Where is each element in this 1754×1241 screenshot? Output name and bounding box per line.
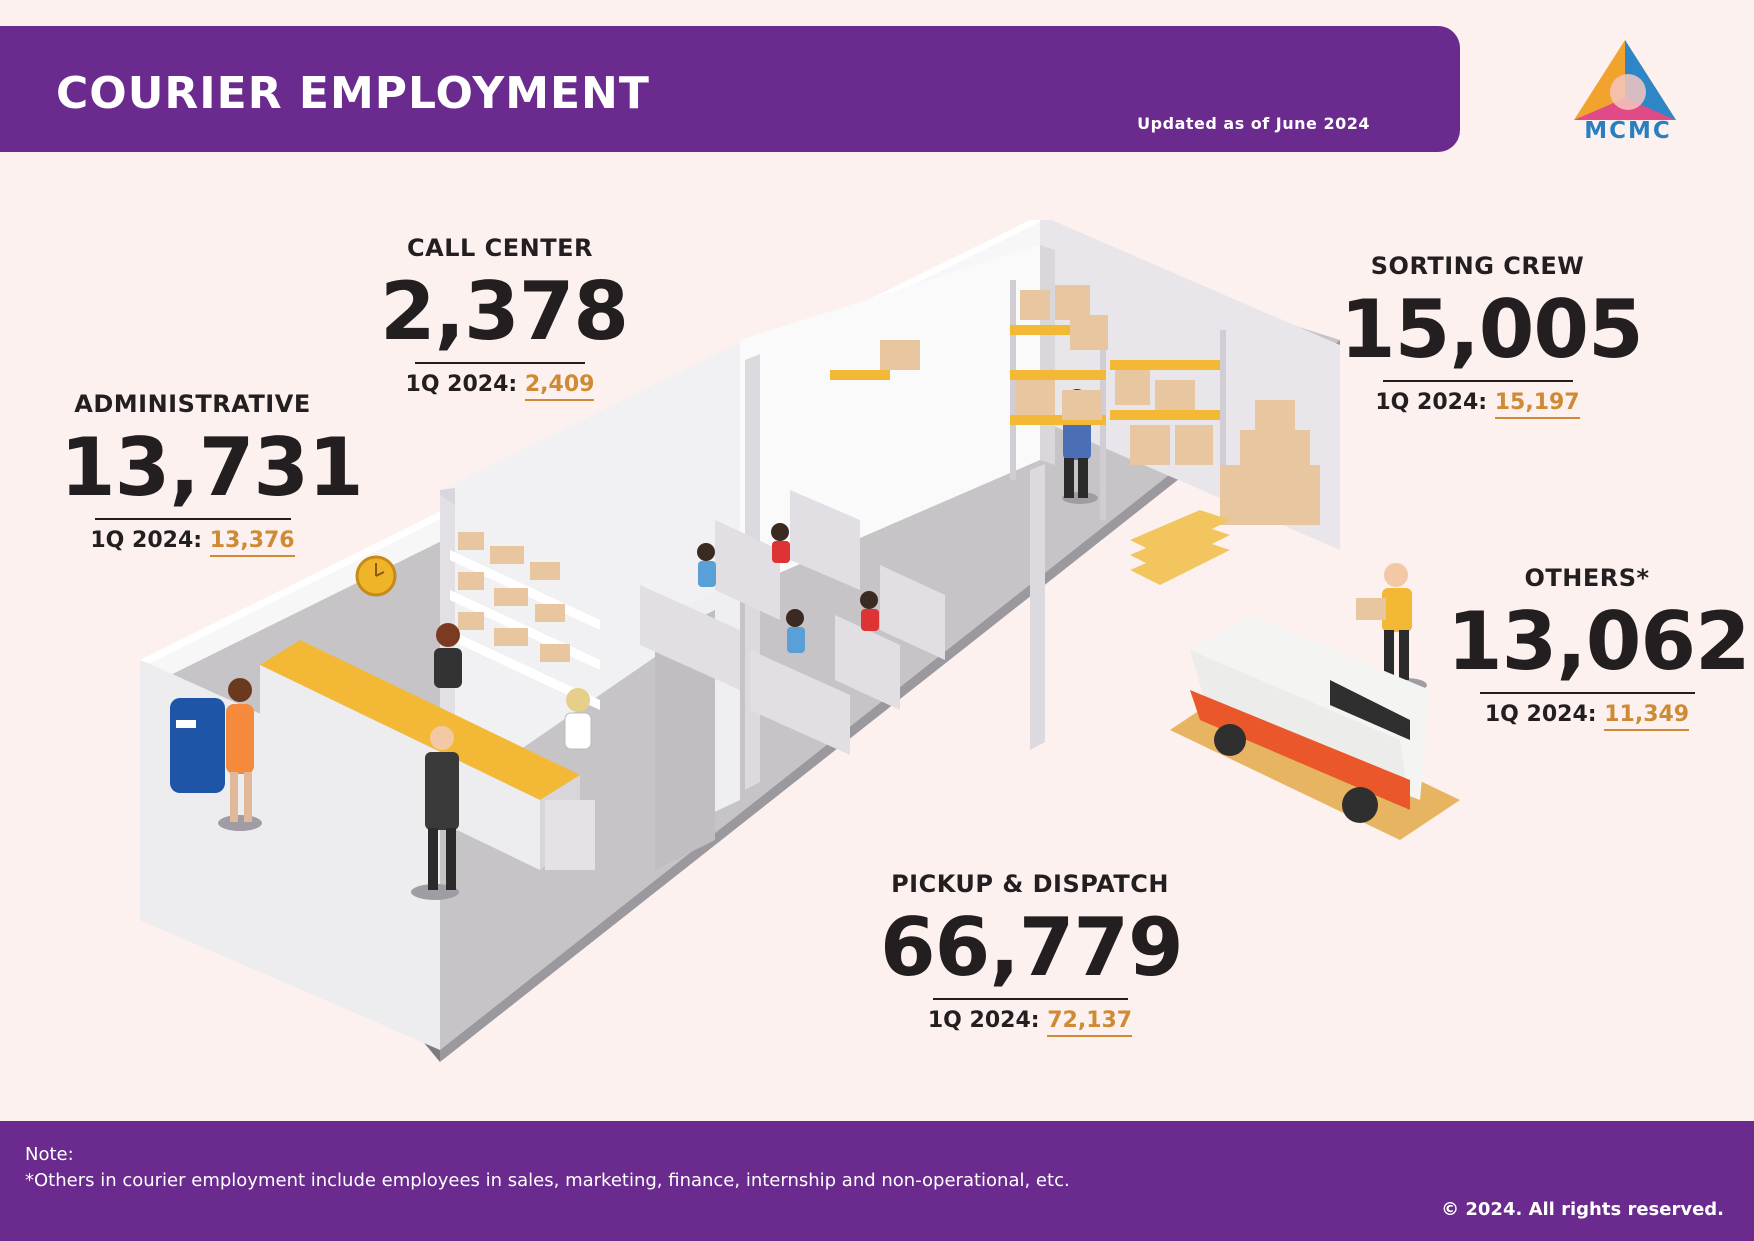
stat-previous-value: 11,349 bbox=[1604, 702, 1690, 731]
stat-label: PICKUP & DISPATCH bbox=[891, 870, 1169, 898]
footer-banner: Note: *Others in courier employment incl… bbox=[0, 1121, 1754, 1241]
stat-previous: 1Q 2024: 72,137 bbox=[880, 1008, 1180, 1037]
stat-previous-value: 13,376 bbox=[209, 528, 295, 557]
stat-call-center: CALL CENTER 2,378 1Q 2024: 2,409 bbox=[380, 234, 629, 401]
stat-previous-value: 2,409 bbox=[524, 372, 595, 401]
stat-previous-label: 1Q 2024: bbox=[405, 372, 525, 397]
stat-others: OTHERS* 13,062 1Q 2024: 11,349 bbox=[1447, 564, 1751, 731]
stat-label: CALL CENTER bbox=[407, 234, 593, 262]
header-banner: COURIER EMPLOYMENT Updated as of June 20… bbox=[0, 26, 1460, 152]
stat-label: OTHERS* bbox=[1524, 564, 1650, 592]
stat-previous-label: 1Q 2024: bbox=[927, 1008, 1048, 1033]
mcmc-logo-icon bbox=[1574, 40, 1676, 120]
reception-counter bbox=[260, 640, 595, 870]
stat-value: 13,062 bbox=[1447, 595, 1751, 688]
page-title: COURIER EMPLOYMENT bbox=[56, 68, 650, 119]
updated-date: Updated as of June 2024 bbox=[1137, 114, 1370, 133]
stat-label: SORTING CREW bbox=[1370, 252, 1585, 280]
stat-label: ADMINISTRATIVE bbox=[74, 390, 311, 418]
stat-previous-label: 1Q 2024: bbox=[1375, 390, 1495, 415]
office-shelves bbox=[450, 532, 600, 710]
warehouse-racks bbox=[830, 280, 1320, 585]
stat-value: 15,005 bbox=[1340, 283, 1644, 376]
footer-copyright: © 2024. All rights reserved. bbox=[1441, 1199, 1724, 1220]
stat-administrative: ADMINISTRATIVE 13,731 1Q 2024: 13,376 bbox=[60, 390, 364, 557]
stat-value: 2,378 bbox=[380, 265, 629, 358]
office-illustration bbox=[140, 220, 1460, 1062]
delivery-van-icon bbox=[1170, 615, 1460, 840]
stat-divider bbox=[94, 518, 291, 520]
stat-divider bbox=[415, 362, 585, 364]
stat-previous-value: 15,197 bbox=[1494, 390, 1580, 419]
stat-value: 13,731 bbox=[60, 421, 364, 514]
stat-previous: 1Q 2024: 13,376 bbox=[60, 528, 325, 557]
stat-divider bbox=[932, 998, 1128, 1000]
stat-value: 66,779 bbox=[880, 901, 1184, 994]
stat-sorting-crew: SORTING CREW 15,005 1Q 2024: 15,197 bbox=[1340, 252, 1644, 419]
stat-pickup-dispatch: PICKUP & DISPATCH 66,779 1Q 2024: 72,137 bbox=[880, 870, 1184, 1037]
stat-previous-label: 1Q 2024: bbox=[1484, 702, 1605, 727]
logo-text: MCMC bbox=[1584, 118, 1672, 144]
stat-divider bbox=[1382, 380, 1573, 382]
cubicles bbox=[640, 490, 945, 755]
footer-note-title: Note: bbox=[25, 1144, 74, 1165]
stat-previous-label: 1Q 2024: bbox=[90, 528, 210, 553]
stat-previous-value: 72,137 bbox=[1047, 1008, 1133, 1037]
stat-previous: 1Q 2024: 15,197 bbox=[1340, 390, 1615, 419]
stat-divider bbox=[1479, 692, 1695, 694]
stat-previous: 1Q 2024: 2,409 bbox=[380, 372, 620, 401]
stat-previous: 1Q 2024: 11,349 bbox=[1447, 702, 1727, 731]
mailbox-icon bbox=[170, 698, 225, 793]
partition-wall-1 bbox=[440, 340, 745, 805]
footer-note-text: *Others in courier employment include em… bbox=[25, 1170, 1070, 1191]
